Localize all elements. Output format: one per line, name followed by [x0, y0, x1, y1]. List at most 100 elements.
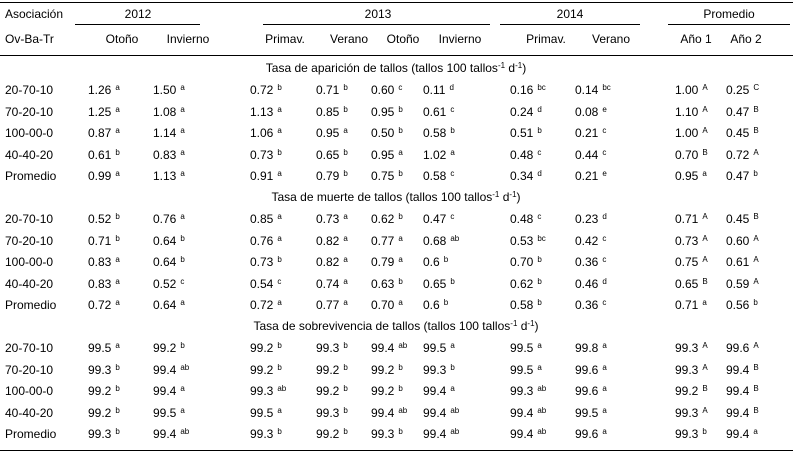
cell: 99.3 b: [88, 427, 120, 441]
cell-value: 0.44: [575, 147, 599, 162]
cell: 0.36 c: [575, 255, 606, 269]
cell-value: 99.2: [371, 362, 395, 377]
cell: 0.48 c: [510, 148, 541, 162]
cell-value: 1.02: [423, 147, 447, 162]
cell-letter: b: [753, 298, 758, 307]
title-part: ): [516, 190, 521, 204]
cell: 0.53 bc: [510, 234, 546, 248]
cell-letter: d: [537, 169, 542, 178]
cell-letter: ab: [450, 427, 460, 436]
row-label: 70-20-10: [5, 104, 54, 119]
cell-value: 1.50: [153, 83, 177, 97]
cell-value: 99.5: [510, 341, 534, 355]
cell-letter: B: [753, 384, 759, 393]
cell-letter: a: [702, 169, 707, 178]
cell-letter: ab: [537, 384, 547, 393]
cell-letter: a: [398, 298, 403, 307]
cell-letter: a: [115, 298, 120, 307]
rule: [75, 24, 200, 25]
cell-value: 0.48: [510, 147, 534, 162]
cell: 0.65 b: [316, 148, 348, 162]
cell-value: 0.21: [575, 169, 599, 183]
cell: 1.13 a: [153, 169, 185, 183]
cell: 0.77 a: [371, 234, 403, 248]
cell-letter: b: [180, 233, 185, 243]
cell-letter: c: [537, 212, 542, 221]
cell-value: 0.79: [316, 169, 340, 183]
cell-letter: b: [343, 384, 348, 393]
cell: 0.45 B: [726, 126, 759, 140]
cell-value: 99.6: [726, 341, 750, 355]
cell-letter: ab: [450, 405, 460, 415]
cell-letter: bc: [602, 83, 611, 92]
cell-value: 99.4: [726, 405, 750, 420]
cell: 0.79 a: [371, 255, 403, 269]
cell-letter: a: [343, 276, 348, 286]
cell: 0.44 c: [575, 148, 606, 162]
cell-letter: a: [343, 298, 348, 307]
corner-top: Asociación: [5, 7, 64, 21]
cell-letter: b: [343, 405, 348, 415]
rule: [668, 24, 790, 25]
cell: 99.8 a: [575, 341, 607, 355]
cell-value: 0.50: [371, 126, 395, 140]
cell-letter: c: [602, 147, 607, 157]
cell-value: 99.4: [726, 384, 750, 398]
cell: 99.3 b: [316, 406, 348, 420]
cell-letter: d: [602, 212, 607, 221]
cell-value: 0.46: [575, 276, 599, 291]
cell: 0.72 a: [88, 298, 120, 312]
column-header: Verano: [329, 32, 369, 46]
cell: 99.5 a: [510, 341, 542, 355]
cell: 99.4 a: [423, 384, 455, 398]
cell-value: 99.5: [88, 341, 112, 355]
cell: 0.75 b: [371, 169, 403, 183]
corner-bottom: Ov-Ba-Tr: [5, 32, 54, 46]
cell-value: 99.4: [371, 341, 395, 355]
cell-letter: A: [702, 126, 708, 135]
cell-letter: a: [115, 126, 120, 135]
section-title: Tasa de aparición de tallos (tallos 100 …: [266, 61, 526, 75]
cell: 0.83 a: [88, 277, 120, 291]
cell: 1.13 a: [250, 105, 282, 119]
cell: 0.58 b: [510, 298, 542, 312]
cell-letter: a: [180, 147, 185, 157]
cell-value: 0.58: [423, 126, 447, 140]
cell-letter: b: [398, 126, 403, 135]
cell-value: 99.4: [726, 362, 750, 377]
title-part: d: [499, 190, 510, 204]
column-header: Invierno: [166, 32, 210, 46]
cell-letter: d: [537, 104, 542, 114]
cell-value: 99.2: [250, 362, 274, 377]
cell-value: 99.8: [575, 341, 599, 355]
column-header: Primav.: [265, 32, 305, 46]
cell: 0.83 a: [153, 148, 185, 162]
cell: 0.83 a: [88, 255, 120, 269]
cell: 0.59 A: [726, 277, 759, 291]
cell: 0.65 B: [675, 277, 708, 291]
cell-value: 0.91: [250, 169, 274, 183]
cell-value: 0.95: [371, 104, 395, 119]
cell-value: 99.4: [423, 384, 447, 398]
section-title: Tasa de sobrevivencia de tallos (tallos …: [253, 319, 538, 333]
cell-value: 99.4: [423, 405, 447, 420]
cell-value: 0.47: [423, 212, 447, 226]
cell-letter: a: [537, 362, 542, 372]
cell-value: 0.82: [316, 233, 340, 248]
cell-letter: b: [343, 341, 348, 350]
cell: 0.62 b: [371, 212, 403, 226]
cell-letter: c: [398, 83, 403, 92]
cell: 99.6 A: [726, 341, 759, 355]
cell: 0.82 a: [316, 234, 348, 248]
rule: [0, 55, 793, 56]
cell-value: 99.3: [423, 362, 447, 377]
title-part: -1: [515, 61, 523, 70]
cell-letter: A: [753, 341, 759, 350]
cell-letter: ab: [277, 384, 287, 393]
cell: 0.11 d: [423, 83, 454, 97]
cell-value: 99.5: [510, 362, 534, 377]
cell: 0.95 a: [316, 126, 348, 140]
cell-letter: A: [702, 104, 708, 114]
section-title: Tasa de muerte de tallos (tallos 100 tal…: [271, 190, 520, 204]
